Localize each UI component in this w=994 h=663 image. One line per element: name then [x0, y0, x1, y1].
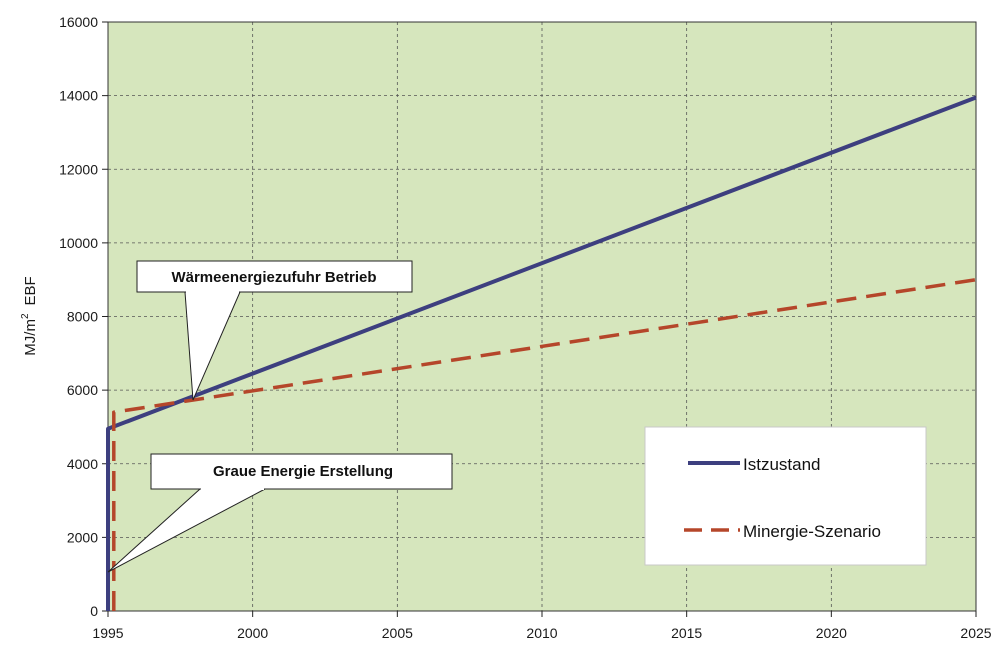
- x-tick-label-4: 2015: [671, 625, 702, 641]
- x-tick-label-1: 2000: [237, 625, 268, 641]
- legend-box: [644, 426, 927, 566]
- callout-graue-energie: Graue Energie Erstellung: [107, 453, 453, 573]
- callout-waermeenergie-text: Wärmeenergiezufuhr Betrieb: [171, 269, 376, 286]
- callout-graue-energie-box: [150, 453, 453, 490]
- y-axis-label-suffix: EBF: [22, 276, 39, 305]
- y-tick-label-5: 10000: [59, 235, 98, 251]
- y-axis-label: MJ/m2 EBF: [20, 276, 39, 355]
- x-axis-ticks: 1995 2000 2005 2010 2015 2020 2025: [92, 611, 992, 641]
- x-tick-label-3: 2010: [526, 625, 557, 641]
- y-tick-label-7: 14000: [59, 88, 98, 104]
- y-axis-label-unit: MJ/m: [22, 319, 39, 356]
- x-tick-label-5: 2020: [816, 625, 847, 641]
- y-tick-label-6: 12000: [59, 161, 98, 177]
- series-layer: [106, 95, 977, 611]
- y-tick-label-1: 2000: [67, 529, 98, 545]
- legend-label-istzustand: Istzustand: [743, 455, 821, 474]
- y-axis-ticks: 0 2000 4000 6000 8000 10000 12000 14000 16000: [59, 14, 108, 619]
- y-tick-label-8: 16000: [59, 14, 98, 30]
- y-tick-label-4: 8000: [67, 309, 98, 325]
- callout-graue-energie-text: Graue Energie Erstellung: [213, 463, 393, 480]
- series-line-istzustand: [106, 95, 977, 611]
- y-tick-label-2: 4000: [67, 456, 98, 472]
- series-line-minergie-szenario: [112, 277, 977, 611]
- y-tick-label-0: 0: [90, 603, 98, 619]
- x-tick-label-0: 1995: [92, 625, 123, 641]
- x-tick-label-2: 2005: [382, 625, 413, 641]
- y-tick-label-3: 6000: [67, 382, 98, 398]
- x-tick-label-6: 2025: [960, 625, 991, 641]
- callout-waermeenergie: Wärmeenergiezufuhr Betrieb: [136, 260, 413, 401]
- legend: Istzustand Minergie-Szenario: [644, 426, 927, 566]
- y-axis-label-superscript: 2: [20, 313, 31, 319]
- legend-label-minergie: Minergie-Szenario: [743, 522, 881, 541]
- callout-waermeenergie-box: [136, 260, 413, 293]
